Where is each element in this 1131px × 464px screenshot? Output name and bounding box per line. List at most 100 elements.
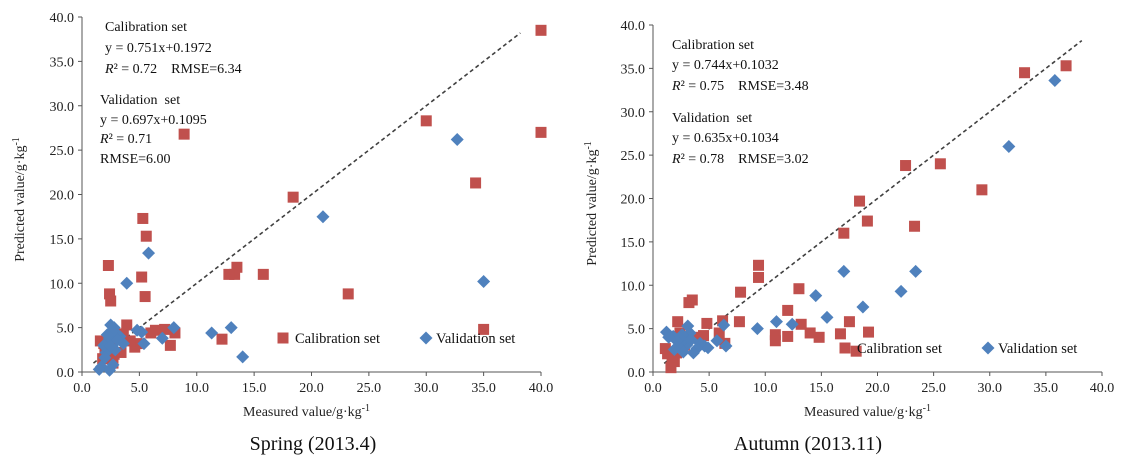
y-tick-label: 25.0 <box>621 149 646 164</box>
calibration-point <box>769 335 781 347</box>
legend-validation-label: Validation set <box>998 341 1077 357</box>
x-tick-label: 30.0 <box>414 381 439 396</box>
y-tick-label: 20.0 <box>50 189 75 204</box>
x-axis-label: Measured value/g·kg-1 <box>804 403 931 421</box>
calibration-point <box>216 333 228 345</box>
validation-point <box>659 325 673 339</box>
x-tick-label: 15.0 <box>809 381 834 396</box>
calibration-point <box>164 339 176 351</box>
chart-caption: Spring (2013.4) <box>250 433 377 455</box>
calibration-point <box>753 271 765 283</box>
validation-point <box>120 276 134 290</box>
validation-point <box>809 289 823 303</box>
calibration-point <box>900 160 912 172</box>
y-tick-label: 30.0 <box>621 106 646 121</box>
calibration-point <box>136 271 148 283</box>
y-tick-label: 15.0 <box>621 236 646 251</box>
calibration-point <box>804 327 816 339</box>
calibration-point <box>735 286 747 298</box>
calibration-point <box>733 316 745 328</box>
one-to-one-line <box>92 32 521 364</box>
x-tick-label: 0.0 <box>73 381 91 396</box>
validation-point <box>710 334 724 348</box>
validation-point <box>1002 139 1016 153</box>
calibration-point <box>104 288 116 300</box>
validation-point <box>477 274 491 288</box>
y-tick-label: 10.0 <box>50 277 75 292</box>
validation-point <box>894 284 908 298</box>
validation-point <box>686 346 700 360</box>
y-axis-label: Predicted value/g·kg-1 <box>11 137 29 262</box>
legend-calibration-marker <box>277 332 289 344</box>
y-tick-label: 0.0 <box>57 366 75 381</box>
y-tick-label: 20.0 <box>621 193 646 208</box>
calibration-point <box>470 177 482 189</box>
validation-point <box>111 333 125 347</box>
legend-validation-marker <box>981 341 995 355</box>
calibration-point <box>769 329 781 341</box>
calibration-point <box>701 317 713 329</box>
validation-point <box>142 246 156 260</box>
calibration-point <box>795 318 807 330</box>
calibration-point <box>683 297 695 309</box>
legend-validation-marker <box>419 331 433 345</box>
y-tick-label: 40.0 <box>50 11 75 26</box>
calibration-point <box>420 115 432 127</box>
calibration-point <box>713 327 725 339</box>
calibration-point <box>843 316 855 328</box>
validation-point <box>167 321 181 335</box>
calibration-point <box>909 220 921 232</box>
regression-annotation: y = 0.697x+0.1095 <box>100 113 207 128</box>
y-tick-label: 25.0 <box>50 144 75 159</box>
x-tick-label: 15.0 <box>242 381 267 396</box>
calibration-point <box>834 328 846 340</box>
y-axis-label: Predicted value/g·kg-1 <box>583 141 601 266</box>
calibration-point <box>137 212 149 224</box>
validation-point <box>909 264 923 278</box>
x-tick-label: 20.0 <box>299 381 324 396</box>
y-tick-label: 40.0 <box>621 19 646 34</box>
y-tick-label: 10.0 <box>621 279 646 294</box>
chart-caption: Autumn (2013.11) <box>734 433 882 455</box>
validation-point <box>837 264 851 278</box>
regression-annotation: RMSE=6.00 <box>100 152 171 167</box>
validation-point <box>224 321 238 335</box>
one-to-one-line <box>663 39 1083 364</box>
legend-calibration-label: Calibration set <box>857 341 942 357</box>
calibration-point <box>159 323 171 335</box>
x-tick-label: 25.0 <box>921 381 946 396</box>
legend-calibration-marker <box>839 342 851 354</box>
calibration-point <box>223 268 235 280</box>
calibration-point <box>535 24 547 36</box>
legend-validation-label: Validation set <box>436 331 515 347</box>
validation-point <box>750 322 764 336</box>
x-tick-label: 5.0 <box>131 381 149 396</box>
validation-point <box>236 350 250 364</box>
calibration-point <box>854 195 866 207</box>
validation-point <box>681 319 695 333</box>
calibration-point <box>124 335 136 347</box>
calibration-point <box>115 346 127 358</box>
calibration-point <box>535 126 547 138</box>
x-tick-label: 25.0 <box>357 381 382 396</box>
calibration-point <box>257 268 269 280</box>
validation-point <box>130 323 144 337</box>
x-tick-label: 35.0 <box>1034 381 1059 396</box>
regression-annotation: Calibration set <box>105 20 187 35</box>
calibration-point <box>140 230 152 242</box>
calibration-point <box>145 327 157 339</box>
calibration-point <box>665 362 677 374</box>
y-tick-label: 30.0 <box>50 100 75 115</box>
validation-point <box>719 339 733 353</box>
x-tick-label: 10.0 <box>185 381 210 396</box>
validation-point <box>769 315 783 329</box>
validation-point <box>684 333 698 347</box>
calibration-point <box>861 215 873 227</box>
y-tick-label: 35.0 <box>621 62 646 77</box>
x-tick-label: 30.0 <box>978 381 1003 396</box>
regression-annotation: R² = 0.75 RMSE=3.48 <box>671 79 809 94</box>
regression-annotation: Validation set <box>672 111 752 126</box>
calibration-point <box>229 268 241 280</box>
x-tick-label: 0.0 <box>644 381 662 396</box>
